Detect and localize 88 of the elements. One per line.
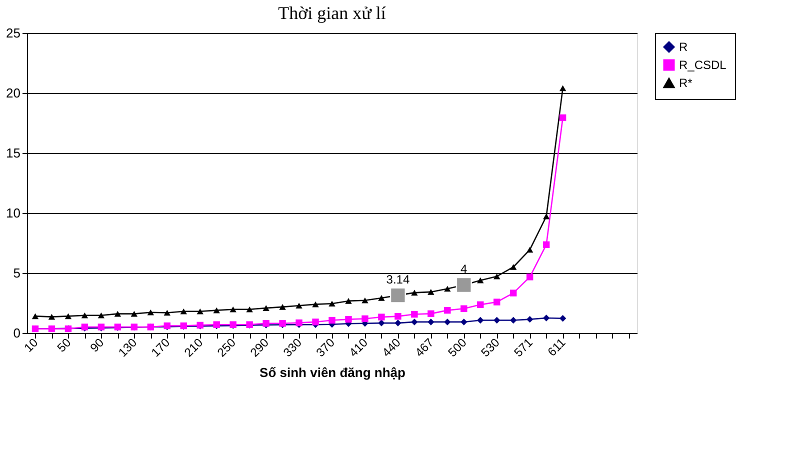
point (428, 289, 434, 295)
point (444, 306, 451, 314)
point (180, 308, 187, 314)
legend-label: R_CSDL (679, 58, 727, 72)
point (378, 314, 385, 320)
x-axis-title: Số sinh viên đăng nhập (260, 364, 406, 380)
point (213, 307, 220, 314)
point (510, 264, 517, 270)
x-tick-label: 370 (313, 335, 338, 360)
point (542, 241, 550, 248)
x-tick-label: 290 (247, 335, 272, 360)
point (246, 306, 253, 312)
x-tick-label: 500 (445, 335, 470, 360)
point (98, 312, 105, 318)
x-tick-label: 210 (181, 335, 206, 360)
point (477, 277, 484, 284)
point (526, 246, 534, 253)
point (444, 318, 451, 326)
legend-label: R* (679, 76, 693, 90)
point (32, 313, 39, 320)
x-tick-label: 571 (511, 335, 536, 360)
point (411, 310, 418, 318)
point (526, 316, 534, 323)
x-tick-label: 170 (148, 335, 173, 360)
point (296, 302, 302, 309)
point (328, 316, 336, 324)
point (510, 290, 517, 296)
y-tick-label: 25 (6, 26, 20, 40)
point (81, 312, 88, 318)
point (230, 306, 236, 312)
point (114, 310, 122, 317)
chart-title: Thời gian xử lí (278, 3, 386, 23)
point (262, 305, 270, 311)
x-tick-label: 467 (412, 335, 437, 360)
point (477, 316, 484, 324)
point (542, 314, 550, 322)
point (394, 320, 402, 326)
point (362, 315, 368, 322)
point (312, 301, 319, 308)
point (48, 314, 56, 320)
point (345, 298, 352, 304)
x-tick-label: 50 (54, 335, 74, 355)
point (362, 297, 368, 304)
point (428, 318, 434, 326)
point (559, 114, 566, 122)
point (428, 310, 434, 318)
point (64, 313, 72, 320)
point (328, 300, 336, 307)
point (460, 305, 468, 312)
y-tick-label: 15 (6, 146, 20, 160)
point (130, 310, 138, 317)
point (147, 309, 154, 316)
x-tick-label: 440 (379, 335, 404, 360)
point (510, 316, 517, 324)
x-tick-label: 611 (544, 335, 568, 359)
point (494, 298, 500, 306)
point (477, 301, 484, 308)
x-tick-label: 530 (478, 335, 503, 360)
point (494, 273, 500, 280)
legend-label: R (679, 40, 688, 54)
x-tick-label: 90 (87, 335, 107, 355)
point (345, 316, 352, 323)
point (279, 304, 286, 310)
point (378, 295, 385, 301)
y-tick-label: 5 (13, 266, 20, 280)
point (444, 286, 451, 292)
point (378, 320, 385, 326)
point (394, 312, 402, 320)
point (411, 318, 418, 326)
x-tick-label: 130 (116, 335, 140, 360)
data-label: 3.14 (386, 272, 410, 286)
point (164, 310, 170, 316)
point (196, 308, 204, 314)
y-tick-label: 0 (13, 326, 20, 340)
point (526, 274, 534, 280)
x-tick-label: 330 (280, 335, 305, 360)
point (312, 318, 319, 326)
x-tick-label: 250 (214, 335, 239, 360)
point (411, 290, 418, 296)
y-tick-label: 10 (6, 206, 20, 220)
data-label: 4 (460, 262, 468, 276)
point (559, 85, 566, 92)
point (559, 315, 566, 322)
point (494, 316, 500, 324)
point (542, 213, 550, 220)
y-tick-label: 20 (6, 86, 20, 100)
x-tick-label: 410 (346, 335, 371, 360)
point (460, 318, 468, 326)
